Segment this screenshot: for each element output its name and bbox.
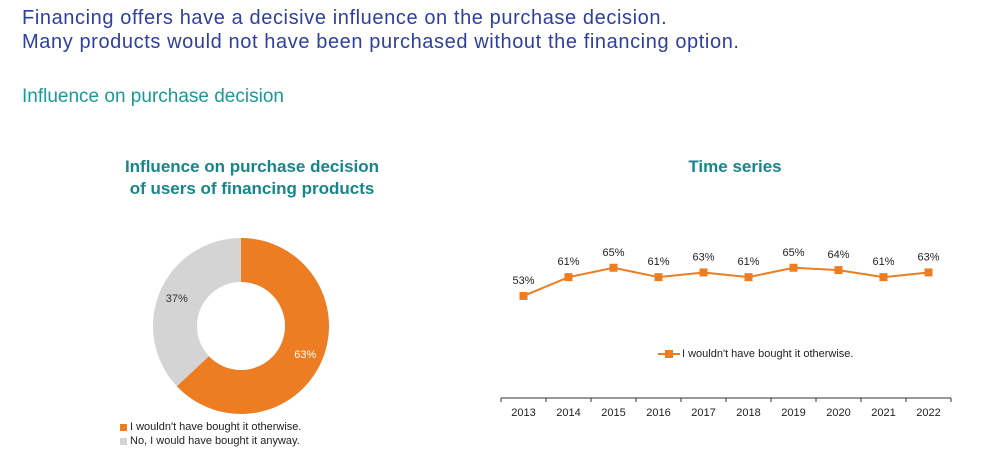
series-data-label-2: 65%: [602, 247, 624, 259]
series-point-1: [564, 273, 573, 282]
x-tick-label-7: 2020: [826, 407, 850, 419]
donut-legend: I wouldn't have bought it otherwise. No,…: [120, 420, 301, 448]
donut-slice-0: [176, 238, 330, 414]
legend-swatch-orange: [120, 423, 127, 431]
series-point-4: [699, 268, 708, 277]
series-point-7: [834, 266, 843, 275]
donut-legend-item-1: No, I would have bought it anyway.: [120, 434, 301, 448]
series-data-label-5: 61%: [737, 256, 759, 268]
x-tick-label-9: 2022: [916, 407, 940, 419]
headline-line-1: Financing offers have a decisive influen…: [22, 7, 668, 29]
series-point-3: [654, 273, 663, 282]
series-data-label-7: 64%: [827, 249, 849, 261]
series-point-5: [744, 273, 753, 282]
time-series-legend: I wouldn't have bought it otherwise.: [658, 348, 853, 360]
donut-legend-label-1: No, I would have bought it anyway.: [130, 435, 300, 447]
series-line: [523, 266, 929, 297]
series-data-label-9: 63%: [917, 251, 939, 263]
x-tick-label-6: 2019: [781, 407, 805, 419]
x-tick-label-3: 2016: [646, 407, 670, 419]
legend-swatch-gray: [120, 437, 127, 445]
series-data-label-0: 53%: [512, 275, 534, 287]
series-data-label-4: 63%: [692, 251, 714, 263]
x-tick-label-4: 2017: [691, 407, 715, 419]
time-series-legend-label: I wouldn't have bought it otherwise.: [682, 348, 854, 360]
x-tick-label-5: 2018: [736, 407, 760, 419]
donut-chart-title: Influence on purchase decision of users …: [72, 156, 432, 200]
series-data-label-8: 61%: [872, 256, 894, 268]
series-data-label-3: 61%: [647, 256, 669, 268]
donut-slice-1: [153, 238, 241, 387]
series-data-label-1: 61%: [557, 256, 579, 268]
x-tick-label-8: 2021: [871, 407, 895, 419]
headline-line-2: Many products would not have been purcha…: [22, 31, 740, 53]
series-point-2: [609, 263, 618, 272]
x-tick-label-0: 2013: [511, 407, 535, 419]
series-point-0: [519, 291, 528, 300]
donut-title-line-1: Influence on purchase decision: [124, 157, 380, 176]
donut-legend-item-0: I wouldn't have bought it otherwise.: [120, 420, 301, 434]
x-tick-label-1: 2014: [556, 407, 580, 419]
series-point-6: [789, 263, 798, 272]
x-tick-label-2: 2015: [601, 407, 625, 419]
series-point-9: [924, 268, 933, 277]
donut-legend-label-0: I wouldn't have bought it otherwise.: [130, 421, 302, 433]
series-data-label-6: 65%: [782, 247, 804, 259]
series-point-8: [879, 273, 888, 282]
page-subtitle: Influence on purchase decision: [22, 86, 284, 107]
donut-data-label-1: 37%: [166, 293, 188, 305]
donut-title-line-2: of users of financing products: [129, 179, 375, 198]
legend-line-marker: [658, 349, 680, 359]
donut-data-label-0: 63%: [294, 349, 316, 361]
headline: Financing offers have a decisive influen…: [22, 6, 740, 54]
time-series-title: Time series: [688, 157, 782, 176]
